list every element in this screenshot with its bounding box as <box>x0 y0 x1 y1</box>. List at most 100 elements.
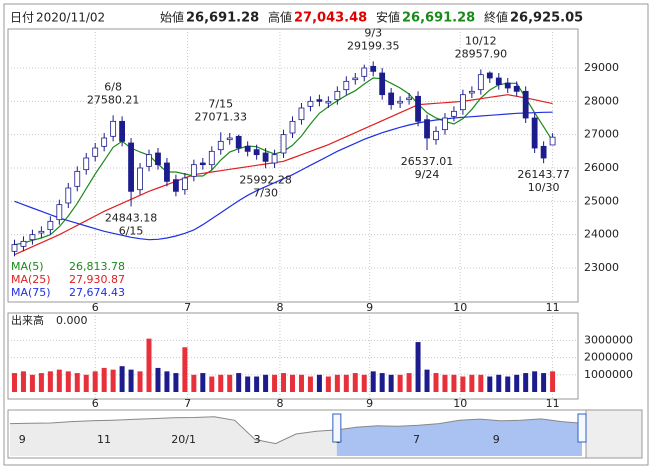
volume-bar <box>406 373 412 392</box>
candle-body <box>486 72 493 79</box>
volume-bar <box>146 338 152 392</box>
x-tick-label: 11 <box>546 301 560 314</box>
x-tick-label: 9 <box>366 397 373 410</box>
x-tick-label: 6 <box>92 301 99 314</box>
candle-body <box>307 100 314 107</box>
candle-body <box>38 230 45 234</box>
volume-bar <box>496 374 502 392</box>
x-tick-label: 9 <box>366 301 373 314</box>
volume-bar <box>236 373 242 392</box>
y-tick-label: 24000 <box>584 228 619 241</box>
volume-bar <box>29 374 35 392</box>
volume-bar <box>83 374 89 392</box>
legend-name: MA(5) <box>11 260 44 273</box>
volume-bar <box>272 374 278 392</box>
candle-body <box>531 117 538 149</box>
date-label: 日付 <box>10 11 34 25</box>
high-value: 27,043.48 <box>294 11 367 26</box>
candle-body <box>262 152 269 162</box>
candle-body <box>289 120 296 134</box>
x-tick-label: 8 <box>276 301 283 314</box>
volume-bar <box>361 374 367 392</box>
annotation-value: 25992.28 <box>239 173 292 186</box>
volume-bar <box>191 374 197 392</box>
candle-body <box>298 107 305 121</box>
candle-body <box>451 110 457 117</box>
annotation-date: 9/24 <box>415 168 440 181</box>
volume-bar <box>92 371 98 392</box>
candle-body <box>181 177 188 191</box>
volume-title: 出来高 <box>11 313 44 327</box>
x-tick-label: 7 <box>184 301 191 314</box>
annotation-value: 29199.35 <box>347 39 400 52</box>
scrollbar[interactable] <box>585 409 643 459</box>
candle-body <box>119 120 126 142</box>
y-tick-label: 26000 <box>584 161 619 174</box>
volume-bar <box>119 366 125 392</box>
navigator-tick-label: 11 <box>97 433 111 446</box>
y-tick-label: 28000 <box>584 94 619 107</box>
volume-bar <box>478 374 484 392</box>
candle-body <box>522 90 529 119</box>
candle-body <box>56 204 63 221</box>
volume-bar <box>281 373 287 392</box>
volume-bar <box>254 376 260 392</box>
candle-body <box>199 162 206 166</box>
volume-bar <box>263 374 269 392</box>
annotation-value: 26143.77 <box>517 168 570 181</box>
candle-body <box>424 119 430 139</box>
candle-body <box>442 117 448 131</box>
volume-bar <box>101 367 107 392</box>
volume-bar <box>209 376 215 392</box>
date-value: 2020/11/02 <box>36 11 105 25</box>
candle-body <box>388 92 395 106</box>
candle-body <box>226 137 233 141</box>
candle-body <box>20 240 27 247</box>
close-value: 26,925.05 <box>510 11 583 26</box>
low-value: 26,691.28 <box>402 11 475 26</box>
volume-bar <box>343 374 349 392</box>
annotation-date: 10/30 <box>528 181 560 194</box>
candle-body <box>92 147 99 157</box>
x-tick-label: 8 <box>276 397 283 410</box>
candle-body <box>271 154 278 164</box>
candle-body <box>155 152 161 166</box>
volume-bar <box>505 376 511 392</box>
volume-bar <box>514 374 520 392</box>
candle-body <box>352 77 359 81</box>
candle-body <box>47 220 54 231</box>
candle-body <box>379 72 386 96</box>
navigator-tick-label: 9 <box>19 433 26 446</box>
y-tick-label: 2000000 <box>584 351 633 364</box>
volume-bar <box>424 369 430 392</box>
volume-bar <box>532 371 538 392</box>
volume-bar <box>155 367 161 392</box>
volume-bar <box>137 371 143 392</box>
low-label: 安値 <box>376 10 400 25</box>
y-tick-label: 27000 <box>584 128 619 141</box>
candle-body <box>208 150 215 166</box>
x-tick-label: 7 <box>184 397 191 410</box>
volume-bar <box>388 374 394 392</box>
navigator-tick-label: 9 <box>493 433 500 446</box>
candle-body <box>325 100 332 104</box>
navigator-selected-area <box>336 418 582 456</box>
selection-handle[interactable] <box>332 413 342 443</box>
candle-body <box>11 244 18 252</box>
candle-body <box>110 120 117 137</box>
candle-body <box>343 80 350 91</box>
volume-bar <box>290 374 295 392</box>
volume-bar <box>128 369 134 392</box>
candle-body <box>406 97 412 101</box>
selection-handle[interactable] <box>577 413 587 443</box>
volume-bar <box>325 376 331 392</box>
volume-bar <box>38 373 44 392</box>
volume-bar <box>415 342 421 392</box>
annotation-date: 6/15 <box>119 225 144 238</box>
volume-bar <box>56 369 62 392</box>
volume-bar <box>352 373 358 392</box>
candle-body <box>513 85 520 92</box>
candle-body <box>540 145 547 159</box>
annotation-value: 26537.01 <box>401 155 454 168</box>
annotation-value: 27580.21 <box>87 93 140 106</box>
